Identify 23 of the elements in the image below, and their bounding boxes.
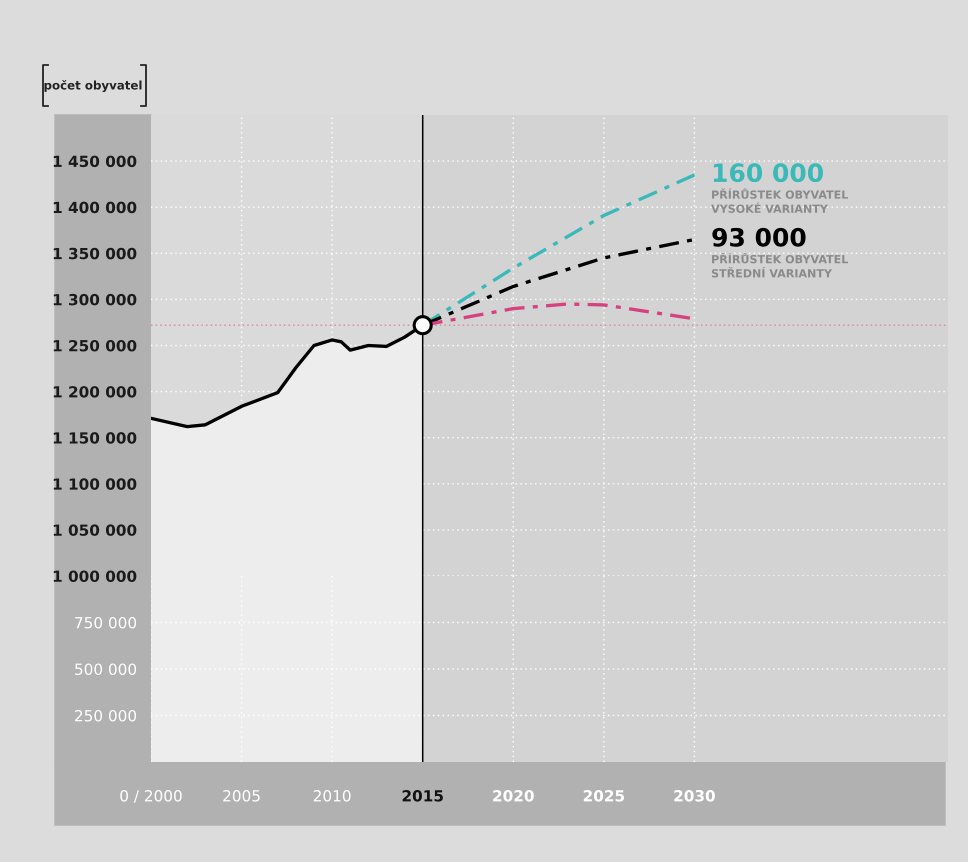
y-tick-label: 1 150 000 bbox=[54, 432, 136, 444]
x-tick-label: 2030 bbox=[674, 790, 715, 802]
y-tick-label: 1 000 000 bbox=[54, 570, 136, 582]
y-tick-label: 1 100 000 bbox=[54, 478, 136, 490]
x-tick-label: 0 / 2000 bbox=[120, 790, 182, 803]
y-tick-label: 250 000 bbox=[75, 710, 136, 722]
y-tick-label: 1 050 000 bbox=[54, 524, 136, 536]
x-tick-label: 2010 bbox=[314, 790, 351, 802]
y-axis-title: počet obyvatel bbox=[44, 80, 142, 92]
y-tick-label: 1 350 000 bbox=[54, 248, 136, 260]
y-tick-label: 1 200 000 bbox=[54, 386, 136, 398]
annotation: 160 000 PŘÍRŮSTEK OBYVATEL VYSOKÉ VARIANTY bbox=[711, 163, 848, 213]
y-tick-label: 750 000 bbox=[75, 616, 136, 629]
y-tick-label: 1 250 000 bbox=[54, 340, 136, 352]
y-tick-label: 1 400 000 bbox=[54, 202, 136, 214]
annotation: 93 000 PŘÍRŮSTEK OBYVATEL STŘEDNÍ VARIANTY bbox=[712, 228, 848, 278]
y-tick-label: 500 000 bbox=[75, 663, 136, 676]
x-tick-label: 2020 bbox=[493, 790, 534, 802]
x-tick-label: 2015 bbox=[402, 790, 443, 802]
y-tick-label: 1 300 000 bbox=[54, 294, 136, 306]
x-tick-label: 2005 bbox=[223, 790, 260, 802]
x-tick-label: 2025 bbox=[584, 790, 624, 802]
y-tick-label: 1 450 000 bbox=[54, 156, 136, 168]
